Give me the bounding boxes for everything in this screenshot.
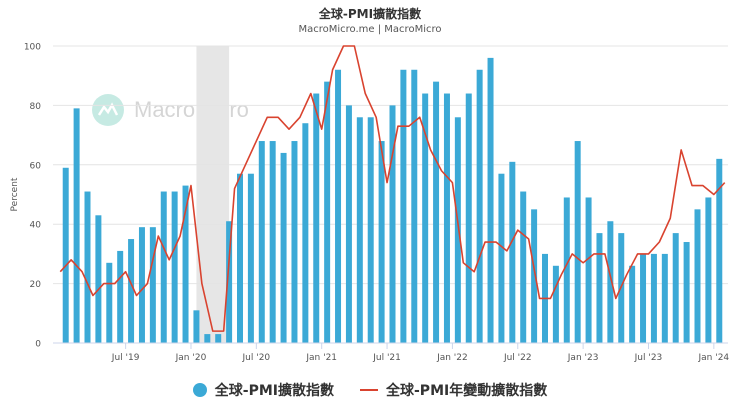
x-tick-label: Jan '22 — [436, 353, 468, 363]
x-tick-label: Jul '20 — [242, 353, 271, 363]
bar — [269, 141, 276, 343]
shaded-period — [196, 46, 230, 343]
bar — [487, 57, 494, 343]
bar — [367, 117, 374, 343]
bar — [389, 105, 396, 344]
y-tick-label: 20 — [30, 280, 42, 290]
bar — [128, 239, 135, 343]
legend-bar-label: 全球-PMI擴散指數 — [214, 383, 334, 399]
bar — [520, 191, 527, 343]
bar — [640, 253, 647, 343]
series-line — [59, 45, 726, 332]
bar — [411, 69, 418, 343]
bar — [661, 253, 668, 343]
chart-legend: 全球-PMI擴散指數 全球-PMI年變動擴散指數 — [0, 380, 740, 400]
bar — [182, 185, 189, 343]
bar — [313, 93, 320, 344]
bar — [563, 197, 570, 343]
bar — [400, 69, 407, 343]
bar — [596, 233, 603, 343]
bar — [204, 334, 211, 343]
x-tick-label: Jan '23 — [567, 353, 599, 363]
bar — [280, 152, 287, 343]
bar — [694, 209, 701, 343]
bar — [171, 191, 178, 343]
bar — [629, 265, 636, 343]
bar — [237, 173, 243, 343]
bar — [498, 173, 505, 343]
y-tick-label: 100 — [24, 43, 41, 53]
y-axis-label: Percent — [10, 177, 20, 211]
watermark: MacroMicro — [92, 94, 249, 126]
bar — [433, 81, 440, 343]
bar — [607, 221, 614, 343]
bar — [345, 105, 352, 344]
chart-subtitle: MacroMicro.me | MacroMicro — [298, 24, 442, 35]
bar — [509, 161, 516, 343]
bar — [324, 81, 331, 343]
x-tick-label: Jan '20 — [175, 353, 207, 363]
x-tick-label: Jul '23 — [634, 353, 663, 363]
y-tick-label: 60 — [30, 161, 42, 171]
bar — [95, 215, 102, 343]
bar — [705, 197, 712, 343]
bar — [465, 93, 472, 344]
bar — [585, 197, 592, 343]
bar — [552, 265, 559, 343]
legend-bar-swatch — [192, 383, 207, 397]
legend-line-label: 全球-PMI年變動擴散指數 — [386, 383, 548, 399]
bar — [302, 123, 309, 343]
x-tick-label: Jan '24 — [698, 353, 730, 363]
watermark-text: MacroMicro — [134, 97, 249, 122]
bar — [683, 242, 690, 343]
bar — [258, 141, 265, 343]
x-tick-label: Jul '21 — [372, 353, 401, 363]
bar — [247, 173, 254, 343]
bar — [62, 167, 69, 343]
bar — [215, 334, 222, 343]
legend-item-bars[interactable]: 全球-PMI擴散指數 — [192, 380, 334, 400]
bar — [443, 93, 450, 344]
x-tick-label: Jul '22 — [503, 353, 532, 363]
bar — [378, 141, 385, 343]
bar — [574, 141, 581, 343]
y-tick-label: 0 — [35, 340, 41, 350]
bar — [117, 250, 124, 343]
y-tick-label: 80 — [30, 102, 42, 112]
bar — [226, 221, 233, 343]
legend-line-swatch — [360, 389, 378, 391]
bar — [672, 233, 679, 343]
bar — [716, 158, 723, 343]
x-tick-label: Jul '19 — [111, 353, 140, 363]
bar — [193, 310, 200, 343]
chart-title: 全球-PMI擴散指數 — [318, 7, 422, 21]
bar — [335, 69, 342, 343]
bar — [291, 141, 298, 343]
bar — [149, 227, 156, 343]
bar — [531, 209, 538, 343]
bar — [160, 191, 167, 343]
bar — [84, 191, 91, 343]
bar — [650, 253, 657, 343]
bar — [73, 108, 80, 344]
y-tick-label: 40 — [30, 221, 42, 231]
bar — [356, 117, 363, 343]
bar — [106, 262, 113, 343]
legend-item-line[interactable]: 全球-PMI年變動擴散指數 — [360, 380, 547, 400]
x-tick-label: Jan '21 — [305, 353, 337, 363]
bar — [454, 117, 461, 343]
bar — [138, 227, 145, 343]
macromicro-logo-icon — [92, 94, 124, 126]
bar — [422, 93, 429, 344]
bar — [476, 69, 483, 343]
